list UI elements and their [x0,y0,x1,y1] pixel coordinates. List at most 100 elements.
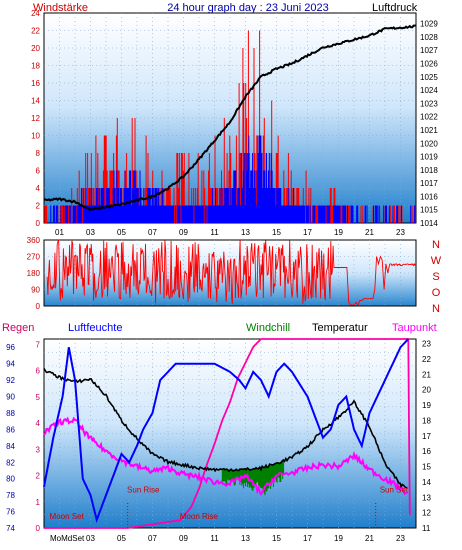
temp-y-tick: 13 [422,493,431,502]
legend-entry: Temperatur [312,322,368,334]
chart-title: 24 hour graph day : 23 Juni 2023 [167,2,328,14]
annotation-label: Moon Rise [180,512,219,521]
humidity-y-tick: 76 [6,508,15,517]
rain-y-tick: 6 [36,367,41,376]
humidity-y-tick: 80 [6,475,15,484]
pressure-y-tick: 1019 [420,153,438,162]
pressure-y-tick: 1018 [420,166,438,175]
temperature-line [43,368,408,490]
rain-y-tick: 2 [36,472,41,481]
annotation-label: Sun Rise [127,486,160,495]
pressure-line [43,24,417,212]
weather-x-tick: 15 [272,534,281,543]
wind-y-tick: 4 [36,184,41,193]
weather-x-tick: 07 [148,534,157,543]
wind-y-tick: 18 [31,62,40,71]
temp-y-tick: 16 [422,447,431,456]
axis-labels: 0246810121416182022241014101510161017101… [6,9,442,543]
rain-line [44,338,411,529]
direction-y-tick: 90 [31,286,40,295]
pressure-y-tick: 1027 [420,46,438,55]
pressure-y-tick: 1026 [420,60,438,69]
annotation-label: Moon Set [50,512,85,521]
temp-y-tick: 12 [422,509,431,518]
wind-x-tick: 17 [303,228,312,237]
weather-x-tick: 03 [86,534,95,543]
pressure-y-tick: 1017 [420,179,438,188]
humidity-line [43,338,410,524]
wind-x-tick: 19 [334,228,343,237]
direction-y-tick: 180 [27,269,41,278]
wind-y-tick: 12 [31,114,40,123]
wind-y-tick: 2 [36,202,41,211]
wind-x-tick: 21 [365,228,374,237]
temp-y-tick: 15 [422,463,431,472]
compass-label: O [432,287,441,299]
wind-y-tick: 8 [36,149,41,158]
header-left-label: Windstärke [33,2,88,14]
weather-x-tick: 13 [241,534,250,543]
wind-direction-line [46,239,416,307]
weather-x-tick: 05 [117,534,126,543]
weather-x-tick-overlay: MoMdSet [50,534,85,543]
humidity-y-tick: 88 [6,409,15,418]
weather-x-tick: 19 [334,534,343,543]
header-right-label: Luftdruck [372,2,418,14]
rain-y-tick: 5 [36,393,41,402]
humidity-y-tick: 82 [6,458,15,467]
wind-x-tick: 13 [241,228,250,237]
temp-y-tick: 14 [422,478,431,487]
wind-x-tick: 03 [86,228,95,237]
wind-x-tick: 23 [396,228,405,237]
humidity-y-tick: 74 [6,524,15,533]
pressure-y-tick: 1028 [420,33,438,42]
weather-x-tick: 23 [396,534,405,543]
wind-y-tick: 20 [31,44,40,53]
wind-x-tick: 11 [210,228,219,237]
wind-direction-series [46,239,416,307]
wind-y-tick: 10 [31,132,40,141]
legend-entry: Regen [2,322,34,334]
dewpoint-line [43,416,408,497]
wind-x-tick: 01 [55,228,64,237]
temp-y-tick: 11 [422,524,431,533]
temp-y-tick: 18 [422,416,431,425]
humidity-y-tick: 96 [6,343,15,352]
wind-y-tick: 22 [31,27,40,36]
wind-speed-series [50,135,415,223]
legend-entry: Windchill [246,322,290,334]
direction-y-tick: 360 [27,236,41,245]
compass-label: N [432,239,440,251]
compass-label: N [432,303,440,315]
wind-y-tick: 24 [31,9,40,18]
weather-x-tick: 21 [365,534,374,543]
humidity-y-tick: 78 [6,491,15,500]
temp-y-tick: 19 [422,401,431,410]
pressure-y-tick: 1014 [420,219,438,228]
humidity-y-tick: 84 [6,442,15,451]
weather-legend: Regen Luftfeuchte Windchill Temperatur Taupu… [2,322,437,334]
weather-x-tick: 09 [179,534,188,543]
pressure-y-tick: 1024 [420,86,438,95]
pressure-series [43,24,417,212]
pressure-y-tick: 1021 [420,126,438,135]
wind-y-tick: 16 [31,79,40,88]
wind-x-tick: 09 [179,228,188,237]
temp-y-tick: 23 [422,340,431,349]
temp-y-tick: 17 [422,432,431,441]
annotation-label: Sun Set [380,486,409,495]
humidity-y-tick: 90 [6,393,15,402]
legend-entry: Luftfeuchte [68,322,122,334]
wind-x-tick: 15 [272,228,281,237]
pressure-y-tick: 1016 [420,192,438,201]
wind-y-tick: 14 [31,97,40,106]
rain-y-tick: 4 [36,419,41,428]
humidity-y-tick: 92 [6,376,15,385]
rain-y-tick: 0 [36,524,41,533]
wind-pressure-grid [44,13,416,223]
pressure-y-tick: 1015 [420,206,438,215]
weather-x-tick: 17 [303,534,312,543]
pressure-y-tick: 1022 [420,113,438,122]
rain-y-tick: 1 [36,498,41,507]
